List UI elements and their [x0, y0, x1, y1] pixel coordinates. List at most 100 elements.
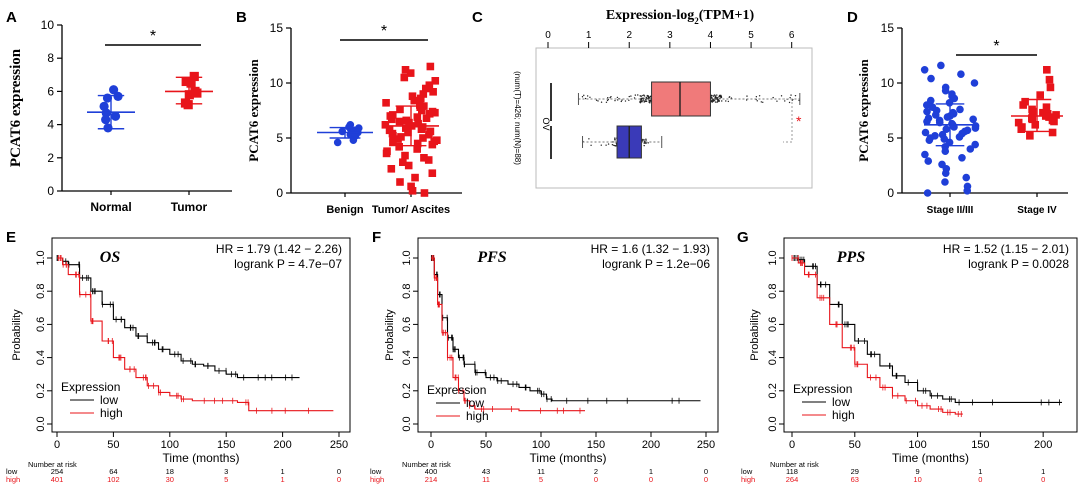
data-point — [1048, 128, 1057, 137]
x-tick-label: 200 — [273, 439, 291, 451]
data-point — [712, 95, 715, 97]
risk-count: 5 — [539, 475, 543, 484]
data-point — [971, 140, 979, 149]
y-tick-label: 15 — [881, 21, 895, 35]
data-point — [713, 94, 716, 96]
data-point — [645, 99, 647, 101]
legend-label: low — [100, 393, 118, 407]
data-point — [389, 132, 397, 140]
data-point — [971, 124, 980, 132]
data-point — [772, 96, 774, 99]
panel-D: D 0 5 10 15 PCAT6 expression Stage II/III Stage… — [847, 9, 1068, 216]
data-point — [762, 101, 764, 103]
panel-C: C Expression-log2(TPM+1)0 1 2 3 4 5 6OV(num(T)=… — [472, 8, 813, 189]
y-axis-title: PCAT6 expression — [856, 59, 871, 162]
survival-line — [431, 257, 701, 402]
data-point — [382, 99, 390, 107]
x-tick-label: 200 — [642, 439, 660, 451]
significance-mark: * — [150, 28, 156, 45]
data-point — [414, 119, 422, 128]
data-point — [633, 97, 636, 99]
x-tick-label: 0 — [545, 30, 551, 41]
chart-title: OS — [100, 249, 121, 266]
data-point — [583, 94, 585, 97]
risk-count: 1 — [1041, 467, 1045, 476]
data-point — [1042, 103, 1051, 111]
risk-group: low — [370, 467, 382, 476]
x-tick-label: 100 — [161, 439, 179, 451]
y-tick-label: 1.0 — [767, 250, 779, 265]
data-point — [413, 113, 422, 121]
survival-line — [57, 257, 300, 379]
risk-count: 118 — [786, 467, 798, 476]
data-point — [1036, 91, 1044, 99]
data-point — [758, 95, 761, 97]
data-point — [727, 100, 730, 103]
risk-count: 0 — [704, 467, 708, 476]
data-point — [401, 151, 409, 160]
risk-count: 64 — [109, 467, 117, 476]
x-tick-label: 4 — [708, 30, 714, 41]
significance-mark: * — [381, 23, 387, 40]
risk-count: 214 — [425, 475, 438, 484]
x-axis-title: Time (months) — [530, 451, 607, 465]
y-axis-title: PCAT6 expression — [246, 59, 261, 162]
data-point — [644, 100, 647, 103]
y-tick-label: 0.2 — [401, 383, 413, 398]
plot-frame — [535, 47, 813, 189]
data-point — [776, 100, 778, 102]
chart-title: Expression-log2(TPM+1) — [606, 8, 755, 26]
risk-group: high — [6, 475, 20, 484]
logrank-p: logrank P = 0.0028 — [968, 257, 1069, 271]
x-tick-label: 50 — [107, 439, 119, 451]
x-tick-label: 0 — [428, 439, 434, 451]
data-point — [648, 99, 650, 102]
risk-count: 1 — [649, 467, 653, 476]
data-point — [419, 134, 427, 142]
km-curve-low — [56, 255, 300, 381]
data-point — [628, 95, 630, 98]
data-point — [628, 99, 630, 101]
data-point — [429, 88, 437, 96]
x-axis-title: Time (months) — [163, 451, 240, 465]
data-point — [921, 128, 930, 137]
data-point — [790, 94, 792, 96]
data-point — [612, 141, 614, 143]
legend-label: high — [466, 409, 489, 423]
data-point — [1046, 83, 1055, 92]
data-point — [969, 115, 977, 124]
data-point — [922, 101, 931, 109]
hazard-ratio: HR = 1.79 (1.42 − 2.26) — [216, 242, 342, 256]
data-point — [613, 144, 615, 146]
data-point — [411, 173, 419, 182]
data-point — [794, 94, 797, 97]
legend-label: low — [832, 395, 850, 409]
y-tick-label: 0.8 — [35, 284, 47, 299]
data-point — [620, 100, 622, 103]
data-point — [630, 95, 632, 97]
risk-table-title: Number at risk — [402, 460, 451, 469]
panel-label: C — [472, 9, 483, 26]
data-point — [639, 95, 641, 97]
hazard-ratio: HR = 1.52 (1.15 − 2.01) — [943, 242, 1069, 256]
data-point — [420, 154, 428, 162]
data-point — [606, 99, 609, 102]
data-point — [925, 136, 934, 144]
data-point — [389, 138, 397, 147]
y-axis-title: Probability — [384, 309, 396, 361]
legend-label: low — [466, 396, 484, 410]
data-point — [1026, 132, 1034, 140]
series-stage-iv — [1011, 66, 1063, 140]
data-point — [431, 108, 439, 117]
risk-count: 43 — [482, 467, 490, 476]
box — [651, 81, 711, 117]
box-normal — [582, 125, 663, 159]
risk-count: 30 — [166, 475, 174, 484]
legend-label: high — [100, 406, 123, 420]
risk-count: 0 — [594, 475, 598, 484]
logrank-p: logrank P = 1.2e−06 — [602, 257, 710, 271]
data-point — [406, 69, 415, 77]
